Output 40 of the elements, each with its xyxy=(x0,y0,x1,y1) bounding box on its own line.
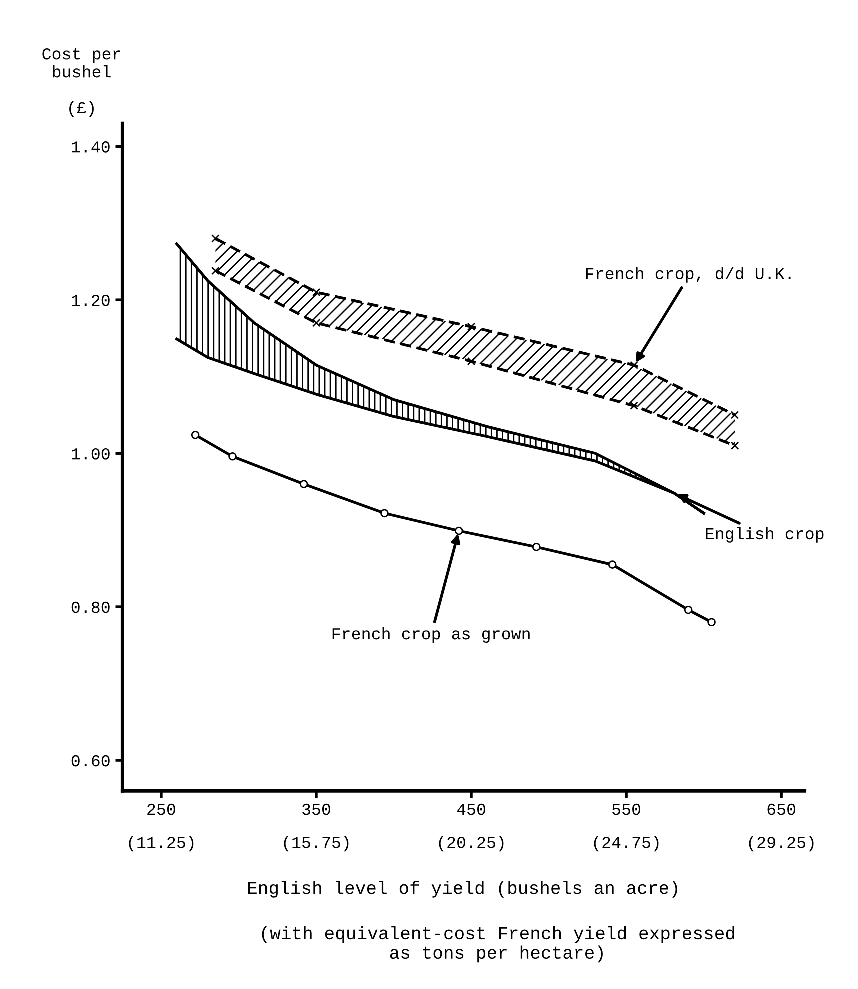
point xyxy=(608,560,617,570)
point xyxy=(312,288,321,297)
point xyxy=(684,606,693,614)
point xyxy=(630,402,638,410)
x-tick-label: 350 xyxy=(302,804,330,816)
x-tick-label: 650 xyxy=(768,804,796,816)
point xyxy=(467,357,476,366)
x2-tick-label: (11.25) xyxy=(129,836,194,852)
point xyxy=(300,480,308,488)
x2-tick-label: (15.75) xyxy=(284,836,349,852)
point xyxy=(228,452,237,461)
x-tick-label: 250 xyxy=(148,804,176,816)
text: (with equivalent-cost French yield expressed as tons per hectare) xyxy=(262,926,734,963)
x2-tick-label: (29.25) xyxy=(749,836,814,852)
point xyxy=(730,442,740,450)
x-tick-label: 550 xyxy=(612,804,640,816)
point xyxy=(454,526,464,536)
y-tick-label: 0.80 xyxy=(72,602,110,614)
point xyxy=(212,234,220,243)
point xyxy=(708,618,716,627)
point xyxy=(532,543,541,552)
y-tick-label: 0.60 xyxy=(72,755,110,767)
x2-tick-label: (24.75) xyxy=(594,836,659,852)
x-axis-title: English level of yield (bushels an acre) xyxy=(248,881,678,898)
point xyxy=(630,361,638,370)
annotation: French crop, d/d U.K. xyxy=(586,267,791,283)
annotation: French crop as grown xyxy=(332,627,530,644)
point xyxy=(380,509,389,518)
annotation: English crop xyxy=(706,527,824,543)
point xyxy=(212,266,220,276)
y-tick-label: 1.00 xyxy=(72,448,110,460)
point xyxy=(467,322,476,332)
x-tick-label: 450 xyxy=(457,804,486,816)
x2-tick-label: (20.25) xyxy=(439,836,504,852)
text: Cost per bushel (£) xyxy=(42,48,120,117)
point xyxy=(191,430,200,440)
y-tick-label: 1.20 xyxy=(72,295,110,306)
y-tick-label: 1.40 xyxy=(72,142,110,153)
point xyxy=(730,411,740,420)
point xyxy=(312,318,321,328)
